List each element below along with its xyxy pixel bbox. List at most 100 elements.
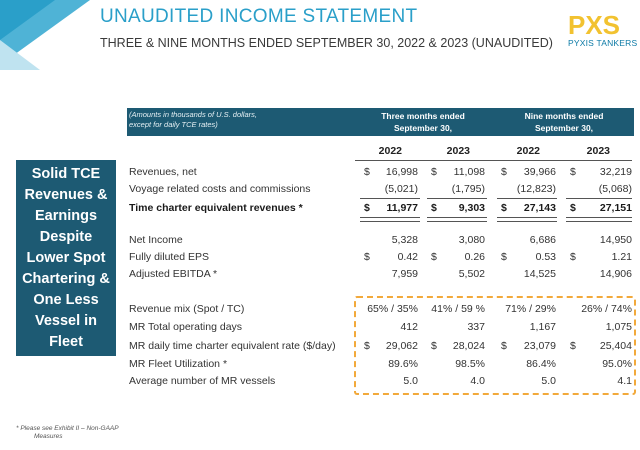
table-cell: 5.0 <box>403 375 418 387</box>
table-cell: 5,328 <box>391 234 418 246</box>
currency-symbol: $ <box>431 166 437 178</box>
table-cell: 23,079 <box>523 340 556 352</box>
currency-symbol: $ <box>364 202 370 214</box>
units-note: (Amounts in thousands of U.S. dollars, e… <box>129 110 319 130</box>
year-header: 2022 <box>516 145 540 157</box>
currency-symbol: $ <box>501 340 507 352</box>
footnote: * Please see Exhibit II – Non-GAAP Measu… <box>16 425 136 441</box>
total-double-rule <box>427 217 487 222</box>
currency-symbol: $ <box>501 202 507 214</box>
page-title: UNAUDITED INCOME STATEMENT <box>100 6 418 27</box>
table-cell: 95.0% <box>602 358 632 370</box>
year-underline <box>355 160 632 161</box>
nine-months-line2: September 30, <box>534 123 594 133</box>
currency-symbol: $ <box>570 340 576 352</box>
table-cell: 6,686 <box>529 234 556 246</box>
table-cell: 65% / 35% <box>367 303 418 315</box>
table-cell: 98.5% <box>455 358 485 370</box>
table-cell: 39,966 <box>523 166 556 178</box>
subtotal-rule <box>497 198 557 199</box>
table-cell: 9,303 <box>458 202 485 214</box>
row-label: MR Total operating days <box>129 321 243 333</box>
currency-symbol: $ <box>431 202 437 214</box>
total-double-rule <box>360 217 420 222</box>
table-cell: 5.0 <box>541 375 556 387</box>
row-label: Net Income <box>129 234 183 246</box>
three-months-line2: September 30, <box>393 123 453 133</box>
table-cell: 14,906 <box>599 268 632 280</box>
table-cell: 11,977 <box>386 202 418 214</box>
table-cell: (5,021) <box>384 183 418 195</box>
row-label: Revenues, net <box>129 166 197 178</box>
table-header-bar <box>127 108 634 136</box>
highlight-panel: Solid TCE Revenues & Earnings Despite Lo… <box>16 160 116 356</box>
nine-months-header: Nine months ended September 30, <box>496 110 632 134</box>
page-subtitle: THREE & NINE MONTHS ENDED SEPTEMBER 30, … <box>100 36 553 50</box>
currency-symbol: $ <box>501 251 507 263</box>
table-cell: 0.53 <box>535 251 556 263</box>
row-label: MR Fleet Utilization * <box>129 358 228 370</box>
table-cell: 1.21 <box>611 251 632 263</box>
footnote-line1: * Please see Exhibit II – Non-GAAP <box>16 425 119 432</box>
operating-metrics-highlight <box>354 296 636 395</box>
footnote-line2: Measures <box>34 433 63 440</box>
currency-symbol: $ <box>570 202 576 214</box>
table-cell: (5,068) <box>598 183 632 195</box>
table-cell: 29,062 <box>385 340 418 352</box>
currency-symbol: $ <box>570 251 576 263</box>
row-label: Voyage related costs and commissions <box>129 183 311 195</box>
table-cell: 25,404 <box>599 340 632 352</box>
pyxis-logo: PXS <box>568 10 620 40</box>
table-cell: (12,823) <box>516 183 556 195</box>
currency-symbol: $ <box>431 340 437 352</box>
logo-text: PYXIS TANKERS <box>568 38 638 48</box>
currency-symbol: $ <box>364 340 370 352</box>
table-cell: 14,525 <box>523 268 556 280</box>
table-cell: 0.42 <box>397 251 418 263</box>
three-months-header: Three months ended September 30, <box>358 110 488 134</box>
table-cell: 3,080 <box>458 234 485 246</box>
table-cell: 89.6% <box>388 358 418 370</box>
row-label: Time charter equivalent revenues * <box>129 202 303 214</box>
units-note-line1: (Amounts in thousands of U.S. dollars, <box>129 110 257 119</box>
row-label: Average number of MR vessels <box>129 375 276 387</box>
table-cell: 4.0 <box>470 375 485 387</box>
table-cell: (1,795) <box>451 183 485 195</box>
table-cell: 28,024 <box>452 340 485 352</box>
subtotal-rule <box>427 198 487 199</box>
currency-symbol: $ <box>364 251 370 263</box>
nine-months-line1: Nine months ended <box>524 111 604 121</box>
row-label: Adjusted EBITDA * <box>129 268 218 280</box>
logo-mark: PXS <box>568 10 620 40</box>
table-cell: 27,143 <box>523 202 556 214</box>
table-cell: 1,167 <box>529 321 556 333</box>
year-header: 2022 <box>378 145 402 157</box>
table-cell: 337 <box>467 321 485 333</box>
total-double-rule <box>497 217 557 222</box>
table-cell: 1,075 <box>605 321 632 333</box>
units-note-line2: except for daily TCE rates) <box>129 120 218 129</box>
currency-symbol: $ <box>431 251 437 263</box>
table-cell: 4.1 <box>617 375 632 387</box>
table-cell: 11,098 <box>453 166 485 178</box>
subtotal-rule <box>566 198 632 199</box>
table-cell: 32,219 <box>599 166 632 178</box>
three-months-line1: Three months ended <box>381 111 465 121</box>
table-cell: 0.26 <box>464 251 485 263</box>
total-double-rule <box>566 217 632 222</box>
row-label: MR daily time charter equivalent rate ($… <box>129 340 336 352</box>
table-cell: 26% / 74% <box>581 303 632 315</box>
table-cell: 27,151 <box>599 202 632 214</box>
subtotal-rule <box>360 198 420 199</box>
table-cell: 41% / 59 % <box>431 303 485 315</box>
row-label: Revenue mix (Spot / TC) <box>129 303 245 315</box>
table-cell: 7,959 <box>391 268 418 280</box>
year-header: 2023 <box>586 145 610 157</box>
highlight-panel-text: Solid TCE Revenues & Earnings Despite Lo… <box>22 165 110 350</box>
currency-symbol: $ <box>570 166 576 178</box>
corner-decoration <box>0 0 90 70</box>
row-label: Fully diluted EPS <box>129 251 209 263</box>
table-cell: 16,998 <box>385 166 418 178</box>
table-cell: 71% / 29% <box>505 303 556 315</box>
year-header: 2023 <box>446 145 470 157</box>
